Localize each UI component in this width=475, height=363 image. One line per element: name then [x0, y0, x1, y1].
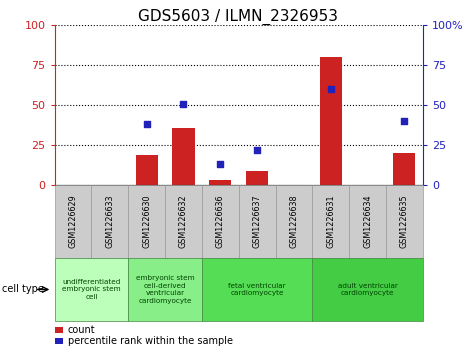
Text: count: count [68, 325, 95, 335]
Bar [393, 153, 415, 185]
Text: fetal ventricular
cardiomyocyte: fetal ventricular cardiomyocyte [228, 283, 286, 296]
Bar [246, 171, 268, 185]
Text: GSM1226631: GSM1226631 [326, 195, 335, 248]
Point [217, 162, 224, 167]
Text: undifferentiated
embryonic stem
cell: undifferentiated embryonic stem cell [62, 279, 121, 300]
Point [253, 147, 261, 153]
Text: GSM1226638: GSM1226638 [289, 195, 298, 248]
Text: GSM1226637: GSM1226637 [253, 195, 262, 248]
Text: embryonic stem
cell-derived
ventricular
cardiomyocyte: embryonic stem cell-derived ventricular … [136, 275, 194, 304]
Bar [209, 180, 231, 185]
Text: GSM1226629: GSM1226629 [68, 195, 77, 248]
Text: cell type: cell type [2, 285, 44, 294]
Bar [172, 128, 195, 185]
Point [327, 86, 334, 92]
Text: GSM1226636: GSM1226636 [216, 195, 225, 248]
Text: percentile rank within the sample: percentile rank within the sample [68, 336, 233, 346]
Text: GSM1226635: GSM1226635 [400, 195, 409, 248]
Text: adult ventricular
cardiomyocyte: adult ventricular cardiomyocyte [338, 283, 398, 296]
Point [143, 122, 151, 127]
Text: GSM1226630: GSM1226630 [142, 195, 151, 248]
Point [180, 101, 187, 107]
Text: GSM1226632: GSM1226632 [179, 195, 188, 248]
Text: GSM1226634: GSM1226634 [363, 195, 372, 248]
Bar [320, 57, 342, 185]
Point [400, 118, 408, 124]
Bar [136, 155, 158, 185]
Text: GDS5603 / ILMN_2326953: GDS5603 / ILMN_2326953 [137, 9, 338, 25]
Text: GSM1226633: GSM1226633 [105, 195, 114, 248]
